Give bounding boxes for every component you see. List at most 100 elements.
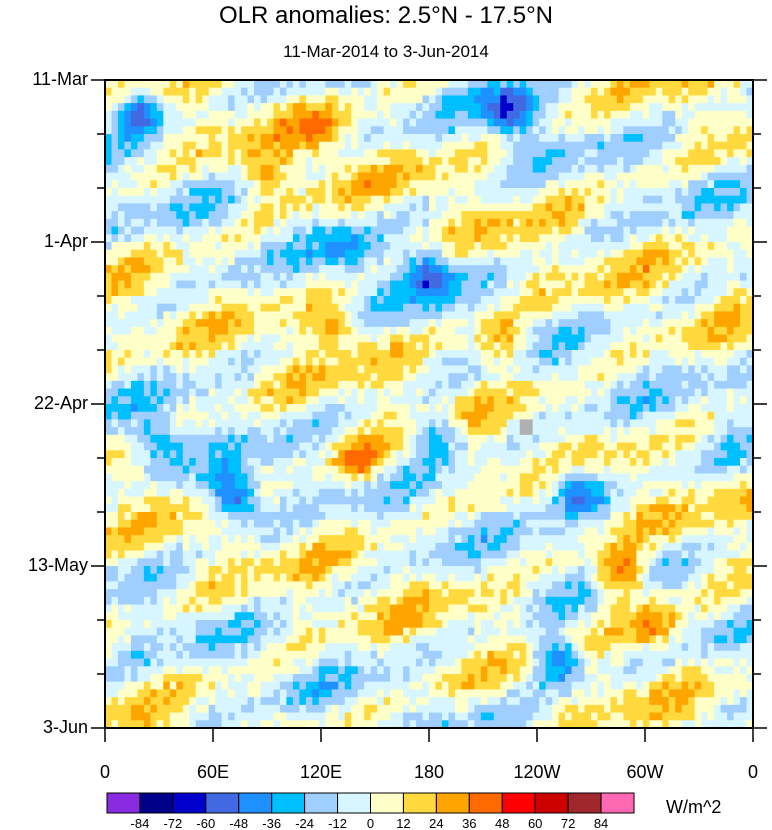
field-cell [733, 95, 741, 104]
field-cell [642, 334, 650, 343]
field-cell [390, 95, 397, 104]
field-cell [448, 118, 456, 127]
field-cell [610, 288, 618, 297]
field-cell [305, 326, 313, 335]
field-cell [571, 434, 579, 443]
field-cell [137, 458, 145, 467]
field-cell [636, 180, 644, 189]
field-cell [474, 334, 482, 343]
field-cell [403, 404, 410, 413]
field-cell [662, 257, 670, 266]
field-cell [377, 450, 385, 459]
field-cell [176, 188, 184, 197]
field-cell [416, 326, 423, 335]
field-cell [351, 141, 359, 150]
field-cell [273, 80, 281, 89]
field-cell [688, 180, 696, 189]
field-cell [117, 149, 125, 158]
field-cell [681, 110, 689, 119]
field-cell [629, 365, 637, 374]
field-cell [571, 380, 579, 389]
field-cell [714, 458, 721, 467]
field-cell [740, 434, 747, 443]
field-cell [513, 373, 521, 382]
field-cell [422, 419, 430, 428]
field-cell [681, 388, 689, 397]
field-cell [163, 326, 171, 335]
field-cell [681, 180, 689, 189]
field-cell [338, 334, 346, 343]
field-cell [480, 242, 488, 251]
field-cell [228, 303, 235, 312]
field-cell [571, 458, 579, 467]
field-cell [163, 288, 171, 297]
field-cell [377, 157, 385, 166]
field-cell [234, 411, 242, 420]
field-cell [279, 326, 287, 335]
field-cell [182, 149, 190, 158]
field-cell [299, 249, 307, 258]
field-cell [506, 118, 514, 127]
field-cell [493, 203, 501, 212]
field-cell [616, 203, 624, 212]
field-cell [429, 149, 436, 158]
field-cell [441, 411, 449, 420]
field-cell [707, 188, 715, 197]
field-cell [163, 149, 171, 158]
field-cell [254, 218, 261, 227]
field-cell [130, 87, 138, 96]
field-cell [409, 180, 417, 189]
field-cell [649, 411, 657, 420]
field-cell [228, 373, 235, 382]
field-cell [655, 134, 663, 143]
field-cell [636, 118, 644, 127]
field-cell [584, 157, 592, 166]
field-cell [629, 427, 637, 436]
field-cell [273, 326, 281, 335]
field-cell [571, 118, 579, 127]
field-cell [461, 404, 469, 413]
field-cell [370, 319, 378, 328]
field-cell [675, 357, 683, 366]
field-cell [105, 203, 112, 212]
field-cell [662, 427, 670, 436]
field-cell [610, 404, 618, 413]
field-cell [584, 365, 592, 374]
field-cell [279, 195, 287, 204]
field-cell [694, 334, 702, 343]
field-cell [273, 396, 281, 405]
field-cell [513, 458, 521, 467]
field-cell [519, 458, 527, 467]
field-cell [727, 296, 734, 305]
field-cell [331, 110, 339, 119]
field-cell [318, 180, 326, 189]
field-cell [655, 195, 663, 204]
field-cell [584, 334, 592, 343]
field-cell [727, 195, 734, 204]
field-cell [616, 195, 624, 204]
field-cell [215, 380, 223, 389]
field-cell [649, 458, 657, 467]
field-cell [163, 342, 171, 351]
field-cell [344, 218, 352, 227]
field-cell [688, 350, 696, 359]
field-cell [305, 373, 313, 382]
field-cell [143, 303, 151, 312]
field-cell [403, 303, 410, 312]
field-cell [364, 234, 372, 243]
field-cell [506, 419, 514, 428]
field-cell [260, 311, 268, 320]
field-cell [409, 265, 417, 274]
field-cell [526, 388, 534, 397]
field-cell [448, 373, 456, 382]
field-cell [202, 303, 210, 312]
field-cell [215, 303, 223, 312]
field-cell [597, 427, 605, 436]
field-cell [105, 188, 112, 197]
field-cell [591, 157, 598, 166]
field-cell [267, 188, 274, 197]
field-cell [189, 458, 197, 467]
field-cell [163, 141, 171, 150]
field-cell [254, 234, 261, 243]
field-cell [616, 326, 624, 335]
